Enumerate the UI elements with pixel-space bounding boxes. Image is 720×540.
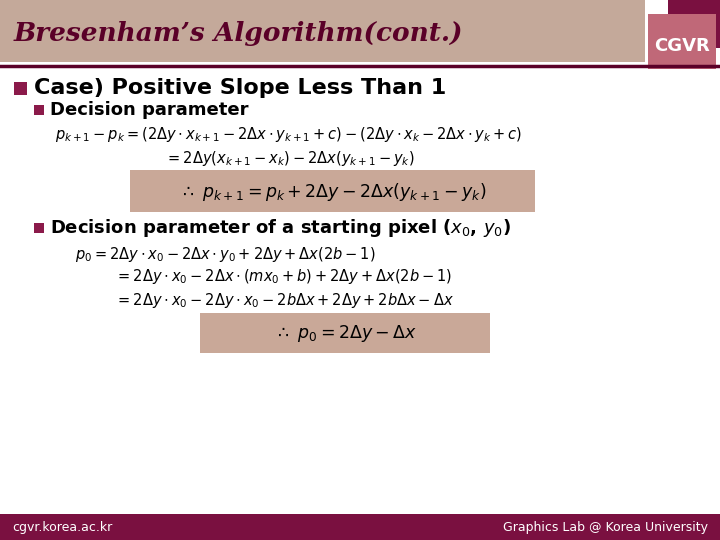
Text: Decision parameter of a starting pixel ($x_0$, $y_0$): Decision parameter of a starting pixel (… (50, 217, 511, 239)
Bar (14, 82, 27, 95)
Text: Decision parameter: Decision parameter (50, 101, 248, 119)
Bar (34, 223, 44, 233)
Bar (648, 14, 716, 69)
Bar (0, 514, 720, 540)
Bar (200, 313, 490, 353)
Text: $\therefore\ p_0=2\Delta y-\Delta x$: $\therefore\ p_0=2\Delta y-\Delta x$ (274, 323, 416, 345)
Text: $\therefore\ p_{k+1}=p_k+2\Delta y-2\Delta x(y_{k+1}-y_k)$: $\therefore\ p_{k+1}=p_k+2\Delta y-2\Del… (179, 181, 486, 203)
Text: $p_{k+1}-p_k=(2\Delta y\cdot x_{k+1}-2\Delta x\cdot y_{k+1}+c)-(2\Delta y\cdot x: $p_{k+1}-p_k=(2\Delta y\cdot x_{k+1}-2\D… (55, 125, 522, 145)
Bar (0, 0, 645, 62)
Bar (34, 105, 44, 115)
Bar (130, 170, 535, 212)
Text: $=2\Delta y\cdot x_0-2\Delta x\cdot(mx_0+b)+2\Delta y+\Delta x(2b-1)$: $=2\Delta y\cdot x_0-2\Delta x\cdot(mx_0… (115, 267, 452, 287)
Text: cgvr.korea.ac.kr: cgvr.korea.ac.kr (12, 521, 112, 534)
Bar (668, 0, 720, 48)
Text: CGVR: CGVR (654, 37, 710, 55)
Text: Case) Positive Slope Less Than 1: Case) Positive Slope Less Than 1 (34, 78, 446, 98)
Text: $p_0=2\Delta y\cdot x_0-2\Delta x\cdot y_0+2\Delta y+\Delta x(2b-1)$: $p_0=2\Delta y\cdot x_0-2\Delta x\cdot y… (75, 245, 376, 264)
Text: Bresenham’s Algorithm(cont.): Bresenham’s Algorithm(cont.) (14, 21, 464, 45)
Text: $=2\Delta y\cdot x_0-2\Delta y\cdot x_0-2b\Delta x+2\Delta y+2b\Delta x-\Delta x: $=2\Delta y\cdot x_0-2\Delta y\cdot x_0-… (115, 291, 454, 309)
Text: Graphics Lab @ Korea University: Graphics Lab @ Korea University (503, 521, 708, 534)
Text: $=2\Delta y(x_{k+1}-x_k)-2\Delta x(y_{k+1}-y_k)$: $=2\Delta y(x_{k+1}-x_k)-2\Delta x(y_{k+… (165, 148, 415, 167)
